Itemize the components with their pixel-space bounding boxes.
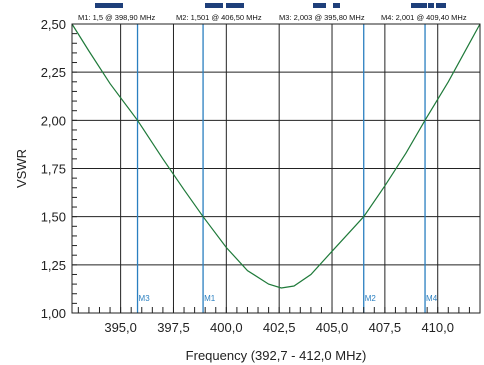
marker-indicator-bar	[95, 3, 123, 8]
marker-tag-m2: M2	[365, 294, 377, 303]
y-tick-label: 1,00	[41, 306, 66, 321]
vswr-trace-line	[71, 23, 481, 289]
marker-indicator-bar	[205, 3, 223, 8]
y-axis-label: VSWR	[14, 149, 29, 188]
vswr-trace	[71, 23, 481, 289]
marker-header-m3: M3: 2,003 @ 395,80 MHz	[279, 13, 365, 22]
x-tick-label: 402,5	[263, 320, 296, 335]
x-tick-label: 395,0	[104, 320, 137, 335]
marker-headers: M1: 1,5 @ 398,90 MHz M2: 1,501 @ 406,50 M…	[78, 13, 467, 22]
y-tick-labels: 1,00 1,25 1,50 1,75 2,00 2,25 2,50	[41, 17, 66, 321]
marker-header-m4: M4: 2,001 @ 409,40 MHz	[381, 13, 467, 22]
marker-indicator-bar	[226, 3, 244, 8]
x-tick-label: 397,5	[157, 320, 190, 335]
marker-indicator-bar	[313, 3, 326, 8]
grid-lines	[72, 23, 480, 314]
minor-ticks	[72, 23, 481, 313]
y-tick-label: 1,50	[41, 210, 66, 225]
marker-lines	[136, 24, 426, 313]
marker-indicator-bar	[333, 3, 340, 8]
x-axis-label: Frequency (392,7 - 412,0 MHz)	[186, 348, 367, 363]
marker-indicator-bar	[436, 3, 446, 8]
x-tick-label: 400,0	[210, 320, 243, 335]
y-tick-label: 2,00	[41, 113, 66, 128]
marker-tags: M1 M2 M3 M4	[139, 294, 438, 303]
y-tick-label: 1,75	[41, 162, 66, 177]
marker-indicator-bar	[411, 3, 427, 8]
x-tick-label: 410,0	[421, 320, 454, 335]
marker-tag-m1: M1	[204, 294, 216, 303]
x-tick-labels: 395,0 397,5 400,0 402,5 405,0 407,5 410,0	[104, 320, 454, 335]
marker-tag-m3: M3	[139, 294, 151, 303]
y-tick-label: 2,50	[41, 17, 66, 32]
y-tick-label: 1,25	[41, 258, 66, 273]
y-tick-label: 2,25	[41, 65, 66, 80]
marker-header-m1: M1: 1,5 @ 398,90 MHz	[78, 13, 155, 22]
marker-indicator-bar	[428, 3, 434, 8]
x-tick-label: 405,0	[316, 320, 349, 335]
x-tick-label: 407,5	[369, 320, 402, 335]
marker-header-m2: M2: 1,501 @ 406,50 MHz	[176, 13, 262, 22]
marker-tag-m4: M4	[426, 294, 438, 303]
marker-indicator-bars	[95, 3, 446, 8]
